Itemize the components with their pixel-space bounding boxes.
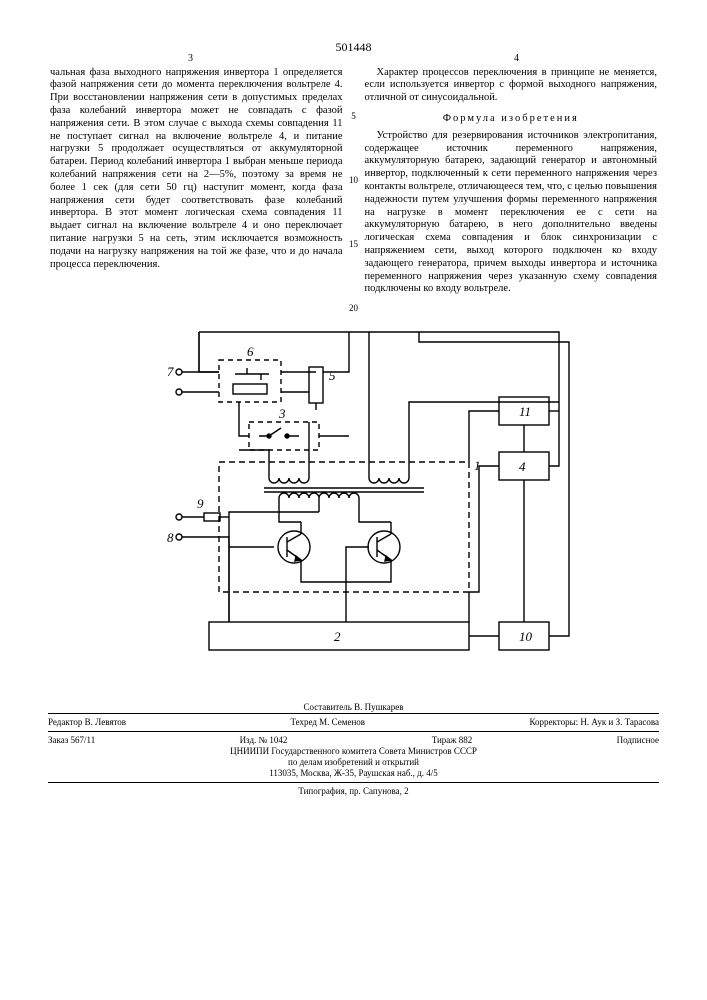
circulation: Тираж 882	[432, 735, 473, 746]
diagram-label: 4	[519, 459, 526, 474]
left-column: чальная фаза выходного напряжения инверт…	[48, 67, 343, 297]
column-number-left: 3	[188, 53, 193, 65]
text-columns: 3 4 5 10 15 20 чальная фаза выходного на…	[48, 67, 659, 297]
line-mark: 10	[346, 175, 362, 186]
diagram-label: 1	[474, 458, 481, 473]
compiler: Составитель В. Пушкарев	[48, 702, 659, 713]
formula-heading: Формула изобретения	[365, 113, 658, 126]
corrector: Корректоры: Н. Аук и З. Тарасова	[529, 717, 659, 728]
body-text: чальная фаза выходного напряжения инверт…	[50, 67, 343, 272]
diagram-label: 2	[334, 629, 341, 644]
press: Типография, пр. Сапунова, 2	[48, 783, 659, 797]
order-number: Заказ 567/11	[48, 735, 95, 746]
organization: ЦНИИПИ Государственного комитета Совета …	[48, 746, 659, 757]
diagram-label: 10	[519, 629, 533, 644]
diagram-label: 6	[247, 344, 254, 359]
body-text: Устройство для резервирования источников…	[365, 130, 658, 296]
line-mark: 15	[346, 239, 362, 250]
editor: Редактор В. Левятов	[48, 717, 126, 728]
subscription: Подписное	[617, 735, 659, 746]
diagram-label: 5	[329, 368, 336, 383]
body-text: Характер процессов переключения в принци…	[365, 67, 658, 105]
diagram-label: 9	[197, 496, 204, 511]
address: 113035, Москва, Ж-35, Раушская наб., д. …	[48, 768, 659, 779]
diagram-label: 8	[167, 530, 174, 545]
diagram-label: 11	[519, 404, 531, 419]
diagram-label: 3	[278, 406, 286, 421]
tech-editor: Техред М. Семенов	[290, 717, 365, 728]
footer: Составитель В. Пушкарев Редактор В. Левя…	[48, 702, 659, 797]
edition-number: Изд. № 1042	[240, 735, 288, 746]
diagram-label: 7	[167, 364, 174, 379]
right-column: Характер процессов переключения в принци…	[365, 67, 660, 297]
line-mark: 5	[346, 111, 362, 122]
document-number: 501448	[48, 40, 659, 55]
line-mark: 20	[346, 303, 362, 314]
circuit-diagram: 7 6 5 3 1 11 4 10 2 8 9	[119, 312, 589, 692]
organization-line2: по делам изобретений и открытий	[48, 757, 659, 768]
column-number-right: 4	[514, 53, 519, 65]
